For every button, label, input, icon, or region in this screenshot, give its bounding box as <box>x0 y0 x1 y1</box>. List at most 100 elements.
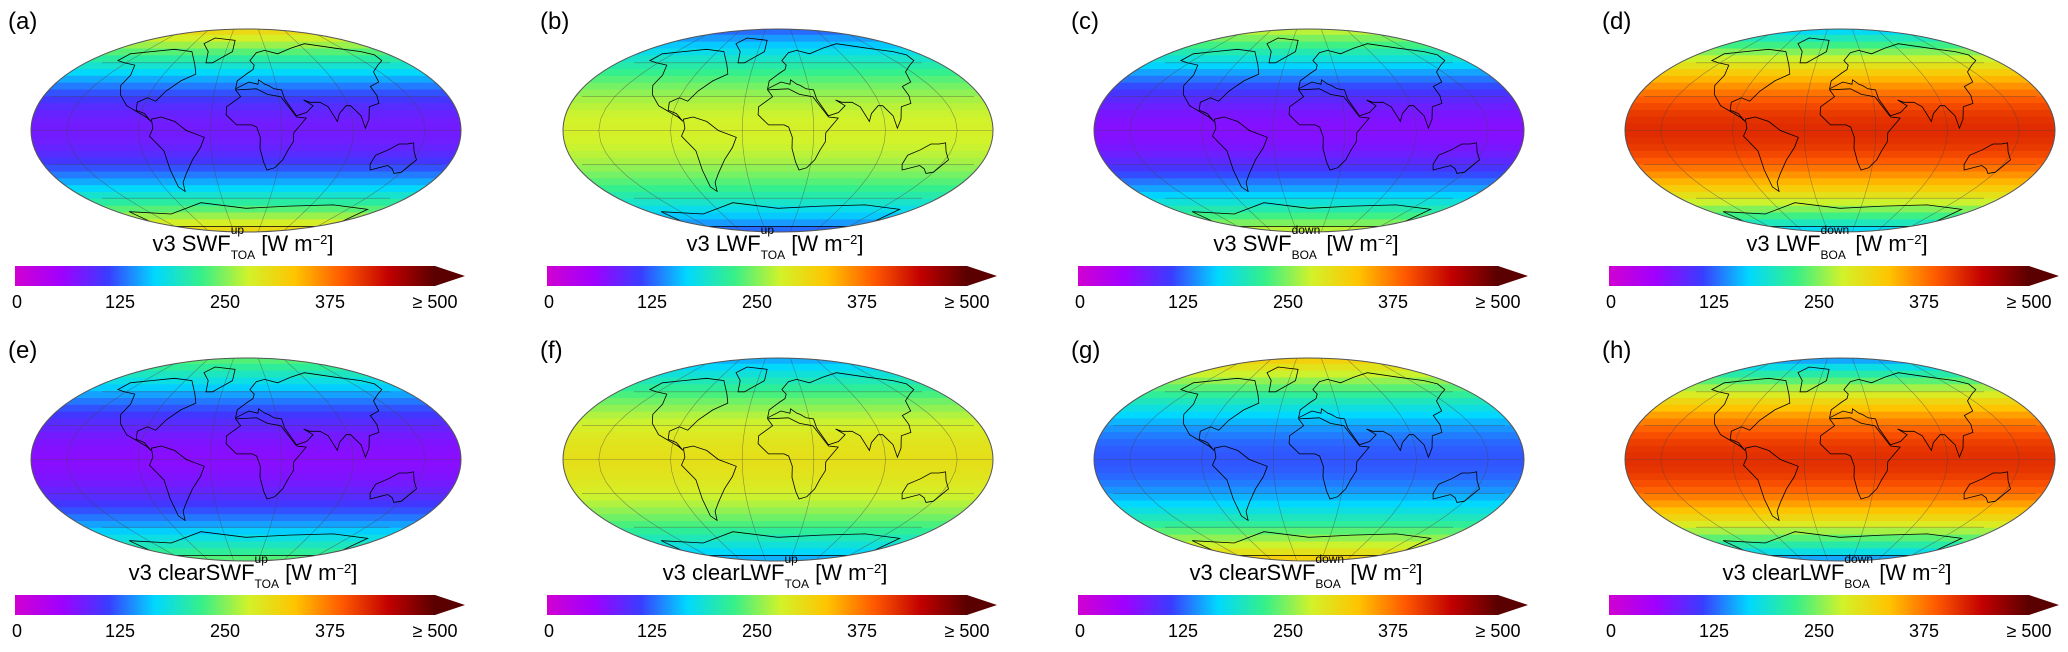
title-subscript: TOA <box>784 577 809 592</box>
colorbar-tick-label: 125 <box>1167 621 1199 641</box>
colorbar-tick-label: 375 <box>1377 292 1409 312</box>
colorbar-tick-label: 0 <box>1605 621 1617 641</box>
title-subscript: BOA <box>1291 248 1317 263</box>
panel-title: v3 SWFdownBOAdown [W m−2] <box>1071 224 1541 261</box>
panel-title: v3 SWFupTOATOA [W m−2] <box>8 224 478 261</box>
title-prefix: v3 <box>1746 231 1776 256</box>
colorbar-tick-label: 125 <box>1698 621 1730 641</box>
title-variable: LWF <box>1799 560 1845 585</box>
colorbar-tick-label: 125 <box>636 621 668 641</box>
title-unit-close: ] <box>351 560 358 585</box>
title-unit-exponent: −2 <box>866 560 882 576</box>
title-unit-exponent: −2 <box>312 231 328 247</box>
title-script: downBOAdown <box>1844 553 1873 590</box>
colorbar-tick-label: ≥ 500 <box>1475 621 1521 641</box>
colorbar-tick-label: 125 <box>636 292 668 312</box>
title-unit-close: ] <box>1945 560 1952 585</box>
colorbar <box>15 595 465 615</box>
world-map <box>1624 28 2056 233</box>
panel-title: v3 clearLWFupTOATOA [W m−2] <box>540 553 1010 590</box>
colorbar-tick-label: ≥ 500 <box>2006 621 2052 641</box>
title-subscript: BOA <box>1315 577 1341 592</box>
title-variable: SWF <box>1242 231 1292 256</box>
world-map <box>562 28 994 233</box>
colorbar-tick-label: 0 <box>11 621 23 641</box>
colorbar-tick-label: 0 <box>1074 292 1086 312</box>
panel-letter: (c) <box>1071 8 1099 35</box>
world-map <box>30 357 462 562</box>
title-subscript: BOA <box>1844 577 1870 592</box>
title-unit-close: ] <box>1921 231 1928 256</box>
panel-letter: (h) <box>1602 337 1632 364</box>
world-map <box>1624 357 2056 562</box>
panel-letter: (e) <box>8 337 38 364</box>
panel-g: (g)v3 clearSWFdownBOAdown [W m−2]0125250… <box>1071 337 1541 652</box>
title-unit-exponent: −2 <box>1906 231 1922 247</box>
colorbar-tick-label: 250 <box>1272 621 1304 641</box>
panel-f: (f)v3 clearLWFupTOATOA [W m−2]0125250375… <box>540 337 1010 652</box>
colorbar-tick-label: 250 <box>741 292 773 312</box>
title-superscript: up <box>230 223 245 238</box>
colorbar <box>1078 595 1528 615</box>
panel-title: v3 LWFdownBOAdown [W m−2] <box>1602 224 2068 261</box>
colorbar <box>547 595 997 615</box>
panel-d: (d)v3 LWFdownBOAdown [W m−2]0125250375≥ … <box>1602 8 2068 323</box>
panel-c: (c)v3 SWFdownBOAdown [W m−2]0125250375≥ … <box>1071 8 1541 323</box>
colorbar-ticks: 0 125 250 375 ≥ 500 <box>1074 621 1538 645</box>
colorbar-tick-label: 125 <box>1698 292 1730 312</box>
panel-letter: (a) <box>8 8 38 35</box>
title-unit: [W m <box>815 560 867 585</box>
colorbar-tick-label: 375 <box>1908 621 1940 641</box>
title-unit: [W m <box>261 231 313 256</box>
world-map <box>30 28 462 233</box>
colorbar-tick-label: 250 <box>1803 621 1835 641</box>
panel-title: v3 clearSWFupTOATOA [W m−2] <box>8 553 478 590</box>
panel-title: v3 clearLWFdownBOAdown [W m−2] <box>1602 553 2068 590</box>
title-unit-close: ] <box>1392 231 1399 256</box>
title-unit: [W m <box>1350 560 1402 585</box>
title-unit-exponent: −2 <box>336 560 352 576</box>
colorbar-tick-label: 375 <box>1908 292 1940 312</box>
title-prefix: v3 <box>1213 231 1243 256</box>
colorbar-tick-label: 250 <box>1272 292 1304 312</box>
colorbar <box>15 266 465 286</box>
title-unit-close: ] <box>1416 560 1423 585</box>
colorbar-ticks: 0 125 250 375 ≥ 500 <box>544 292 1007 316</box>
panel-letter: (d) <box>1602 8 1632 35</box>
panel-e: (e)v3 clearSWFupTOATOA [W m−2]0125250375… <box>8 337 478 652</box>
colorbar-tick-label: 125 <box>104 621 136 641</box>
colorbar-tick-label: 375 <box>846 292 878 312</box>
colorbar-tick-label: 375 <box>314 292 346 312</box>
colorbar-ticks: 0 125 250 375 ≥ 500 <box>543 621 1007 645</box>
panel-title: v3 LWFupTOATOA [W m−2] <box>540 224 1010 261</box>
title-unit-exponent: −2 <box>1930 560 1946 576</box>
colorbar-ticks: 0 125 250 375 ≥ 500 <box>11 621 475 645</box>
title-superscript: down <box>1844 552 1874 567</box>
title-superscript: down <box>1820 223 1850 238</box>
world-map <box>1093 28 1525 233</box>
title-subscript: BOA <box>1820 248 1846 263</box>
colorbar-tick-label: 250 <box>209 292 241 312</box>
colorbar-tick-label: 0 <box>543 621 555 641</box>
colorbar-ticks: 0 125 250 375 ≥ 500 <box>1074 292 1538 316</box>
title-superscript: down <box>1291 223 1321 238</box>
panel-letter: (g) <box>1071 337 1101 364</box>
panel-letter: (f) <box>540 337 563 364</box>
colorbar-tick-label: 250 <box>209 621 241 641</box>
title-unit: [W m <box>285 560 337 585</box>
colorbar <box>1609 266 2059 286</box>
title-unit: [W m <box>1879 560 1931 585</box>
colorbar-tick-label: ≥ 500 <box>2006 292 2052 312</box>
title-variable: SWF <box>205 560 255 585</box>
colorbar-tick-label: 250 <box>741 621 773 641</box>
colorbar-tick-label: 125 <box>104 292 136 312</box>
colorbar-tick-label: 125 <box>1167 292 1199 312</box>
title-prefix: v3 <box>686 231 716 256</box>
colorbar-tick-label: 0 <box>1074 621 1086 641</box>
title-script: downBOAdown <box>1315 553 1344 590</box>
world-map <box>562 357 994 562</box>
title-prefix: v3 clear <box>1722 560 1800 585</box>
panel-letter: (b) <box>540 8 570 35</box>
